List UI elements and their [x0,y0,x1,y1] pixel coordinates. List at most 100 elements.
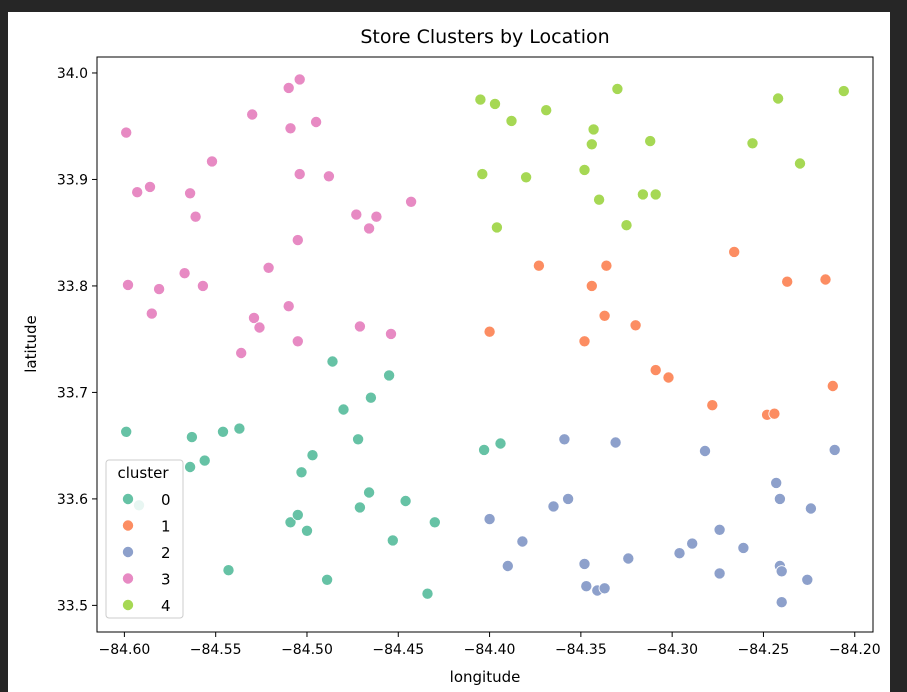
legend-marker-cluster-4 [122,599,135,612]
data-point-cluster-1 [826,379,839,392]
data-point-cluster-2 [558,433,571,446]
data-point-cluster-4 [488,97,501,110]
data-point-cluster-0 [399,494,412,507]
data-point-cluster-0 [306,449,319,462]
data-point-cluster-0 [295,466,308,479]
data-point-cluster-3 [145,307,158,320]
x-axis-ticks: −84.60 −84.55 −84.50 −84.45 −84.40 −84.35 −84.… [98,632,881,658]
data-point-cluster-0 [326,355,339,368]
data-point-cluster-0 [428,516,441,529]
data-point-cluster-1 [819,273,832,286]
data-point-cluster-4 [587,123,600,136]
data-point-cluster-3 [120,126,133,139]
x-tick-label: −84.30 [646,642,698,658]
data-point-cluster-0 [478,443,491,456]
data-point-cluster-3 [205,155,218,168]
data-point-cluster-4 [772,92,785,105]
data-point-cluster-1 [598,309,611,322]
data-point-cluster-3 [293,168,306,181]
data-point-cluster-4 [644,135,657,148]
data-point-cluster-2 [686,537,699,550]
data-point-cluster-2 [578,557,591,570]
data-point-cluster-3 [247,311,260,324]
data-point-cluster-0 [120,425,133,438]
data-point-cluster-0 [386,534,399,547]
data-point-cluster-2 [713,567,726,580]
data-point-cluster-3 [122,278,135,291]
data-point-cluster-4 [746,137,759,150]
data-point-cluster-2 [673,547,686,560]
legend-label-cluster-2: 2 [161,544,171,562]
data-point-cluster-0 [300,524,313,537]
data-point-cluster-1 [662,371,675,384]
data-point-cluster-2 [516,535,529,548]
data-point-cluster-1 [532,259,545,272]
data-point-cluster-2 [775,565,788,578]
data-point-cluster-2 [775,596,788,609]
data-point-cluster-3 [189,210,202,223]
data-point-cluster-1 [649,364,662,377]
y-tick-label: 33.8 [57,279,88,295]
data-point-cluster-1 [483,325,496,338]
x-tick-label: −84.20 [829,642,881,658]
data-point-cluster-0 [352,433,365,446]
data-point-cluster-1 [600,259,613,272]
x-axis-label: longitude [450,668,521,686]
data-point-cluster-2 [804,502,817,515]
data-point-cluster-2 [773,492,786,505]
data-point-cluster-3 [235,346,248,359]
data-point-cluster-3 [291,234,304,247]
y-tick-label: 33.7 [57,385,88,401]
data-point-cluster-4 [593,193,606,206]
data-point-cluster-4 [578,163,591,176]
data-point-cluster-3 [196,279,209,292]
data-point-cluster-4 [540,104,553,117]
data-point-cluster-2 [501,560,514,573]
legend: cluster 0 1 2 3 4 [105,459,184,619]
data-point-cluster-3 [262,261,275,274]
legend-label-cluster-1: 1 [161,518,171,536]
data-point-cluster-1 [629,319,642,332]
data-point-cluster-3 [291,335,304,348]
y-tick-label: 33.6 [57,492,88,508]
data-point-cluster-0 [421,587,434,600]
data-point-cluster-4 [636,188,649,201]
data-point-cluster-4 [490,221,503,234]
legend-label-cluster-3: 3 [161,571,171,589]
data-point-cluster-0 [353,501,366,514]
data-point-cluster-3 [350,208,363,221]
data-point-cluster-0 [291,508,304,521]
data-point-cluster-0 [337,403,350,416]
x-tick-label: −84.35 [555,642,607,658]
y-tick-label: 33.9 [57,172,88,188]
y-axis-label: latitude [22,315,40,373]
data-point-cluster-1 [768,407,781,420]
data-point-cluster-4 [476,168,489,181]
legend-title: cluster [117,464,169,482]
data-point-cluster-4 [505,114,518,127]
legend-marker-cluster-2 [122,546,135,559]
data-point-cluster-0 [185,431,198,444]
data-point-cluster-3 [131,186,144,199]
plot-area [96,56,874,633]
data-point-cluster-4 [520,171,533,184]
data-point-cluster-0 [233,422,246,435]
data-point-cluster-0 [216,425,229,438]
data-point-cluster-0 [284,516,297,529]
data-point-cluster-4 [649,188,662,201]
x-tick-label: −84.60 [98,642,150,658]
x-tick-label: −84.25 [738,642,790,658]
data-point-cluster-3 [370,210,383,223]
data-point-cluster-0 [184,460,197,473]
data-point-cluster-2 [609,436,622,449]
data-point-cluster-0 [222,564,235,577]
x-tick-label: −84.50 [281,642,333,658]
data-point-cluster-3 [384,327,397,340]
data-point-cluster-2 [737,541,750,554]
data-point-cluster-0 [363,486,376,499]
data-point-cluster-3 [405,195,418,208]
y-tick-label: 34.0 [57,66,88,82]
data-point-cluster-3 [310,116,323,129]
legend-entries: 0 1 2 3 4 [122,491,171,615]
